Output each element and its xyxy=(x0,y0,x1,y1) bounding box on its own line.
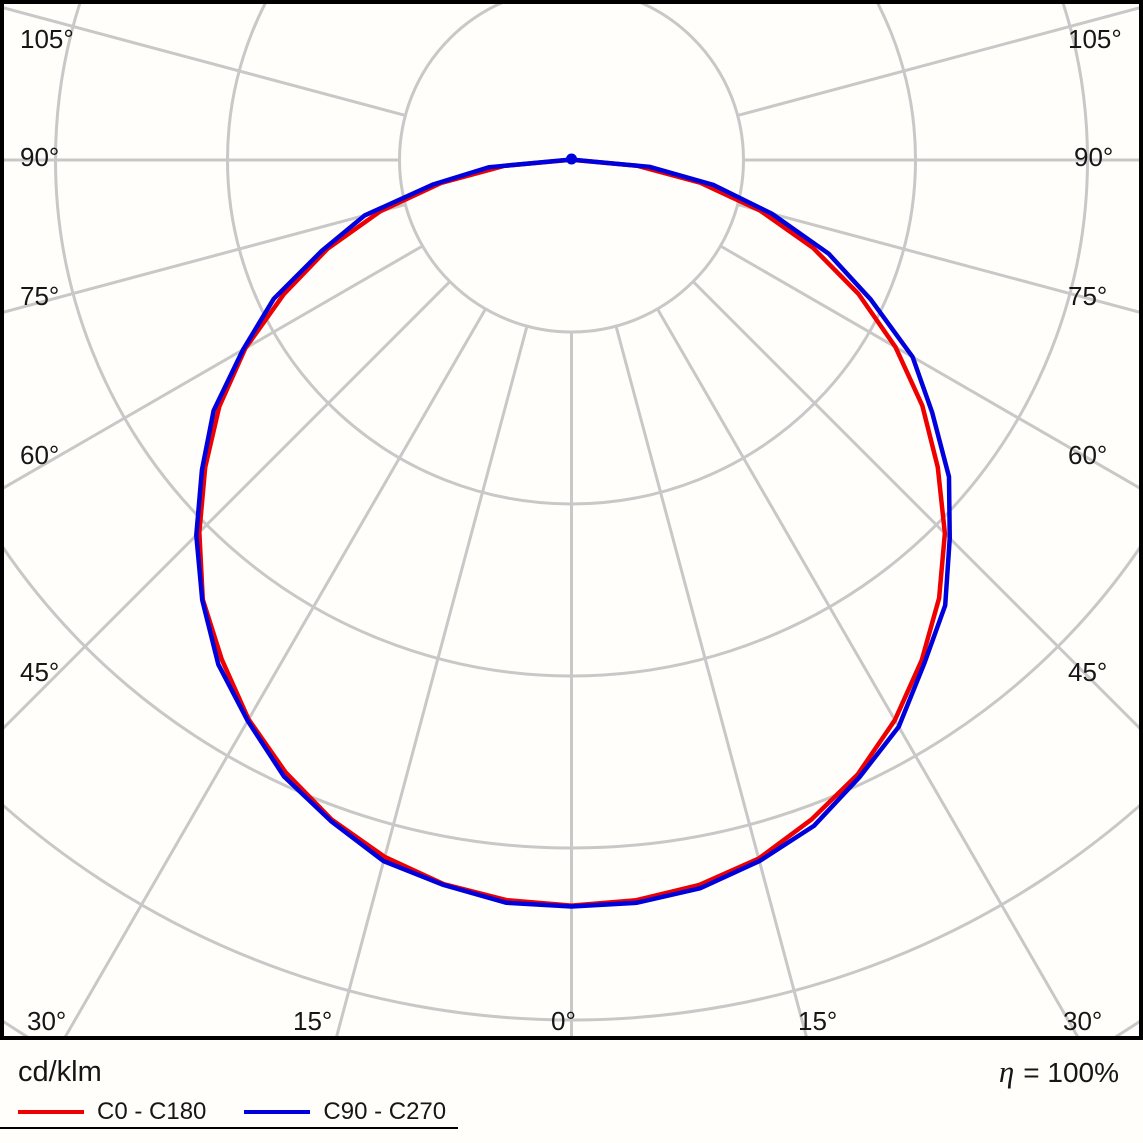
polar-plot-area: 105° 90° 75° 60° 45° 30° 105° 90° 75° 60° 45° 30° 15… xyxy=(0,0,1143,1040)
legend-item-c90-c270: C90 - C270 xyxy=(244,1098,446,1126)
eta-symbol: η xyxy=(998,1054,1015,1089)
legend-swatch-blue xyxy=(244,1110,311,1114)
efficiency-value: = 100% xyxy=(1023,1057,1119,1088)
legend-label-c0-c180: C0 - C180 xyxy=(97,1098,207,1125)
efficiency-label: η = 100% xyxy=(999,1054,1119,1090)
unit-label: cd/klm xyxy=(18,1056,102,1088)
chart-footer: cd/klm η = 100% C0 - C180 C90 - C270 xyxy=(0,1040,1143,1143)
legend-swatch-red xyxy=(18,1110,84,1114)
legend-underline xyxy=(0,1127,458,1129)
polar-plot-svg xyxy=(0,0,1143,1040)
legend-item-c0-c180: C0 - C180 xyxy=(18,1098,206,1126)
c90-origin-marker xyxy=(566,153,577,165)
legend-label-c90-c270: C90 - C270 xyxy=(323,1098,447,1125)
chart-legend: C0 - C180 C90 - C270 xyxy=(18,1098,484,1126)
